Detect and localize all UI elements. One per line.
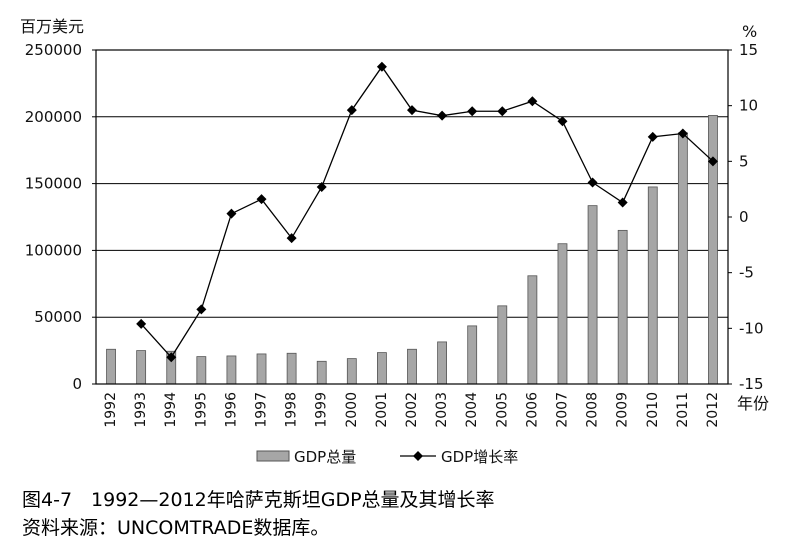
- growth-point: [437, 110, 448, 121]
- growth-point: [256, 194, 267, 205]
- gdp-bar: [407, 348, 417, 385]
- gdp-bar: [617, 229, 628, 385]
- legend-diamond-marker: [413, 451, 423, 461]
- gdp-bar: [647, 186, 658, 385]
- gdp-bar: [346, 358, 357, 385]
- left-tick-label: 200000: [25, 108, 82, 126]
- gdp-bar: [527, 275, 538, 385]
- x-tick-label: 2002: [404, 392, 420, 428]
- x-tick-label: 1993: [133, 392, 149, 428]
- left-axis-ticks: 0 50000 100000 150000 200000 250000: [25, 41, 96, 393]
- x-tick-label: 2007: [554, 392, 570, 428]
- growth-point: [376, 61, 387, 72]
- gdp-bar: [136, 350, 147, 385]
- y-right-unit: %: [742, 22, 757, 41]
- gdp-bars: [106, 115, 718, 385]
- right-tick-label: 10: [739, 97, 758, 115]
- right-tick-label: -15: [739, 375, 764, 393]
- grid-lines: [96, 116, 728, 318]
- x-tick-label: 1999: [314, 392, 330, 428]
- gdp-chart: 百万美元 % 年份 0 50000 100000 150000 200000 250000…: [20, 17, 769, 466]
- left-tick-label: 150000: [25, 175, 82, 193]
- legend-line-label: GDP增长率: [441, 448, 518, 466]
- x-axis-ticks: 1992 1993 1994 1995 1996 1997 1998 1999 2000 2001…: [103, 392, 721, 428]
- gdp-bar: [316, 360, 327, 385]
- x-tick-label: 2009: [615, 392, 631, 428]
- growth-point: [557, 116, 568, 127]
- y-left-unit: 百万美元: [20, 17, 84, 36]
- growth-point: [497, 106, 508, 117]
- growth-point: [707, 156, 718, 167]
- gdp-bar: [677, 132, 688, 385]
- growth-point: [286, 233, 297, 244]
- x-unit: 年份: [737, 394, 769, 413]
- gdp-bar: [557, 243, 568, 385]
- right-tick-label: 5: [739, 152, 749, 170]
- gdp-bar: [497, 305, 508, 385]
- right-tick-label: -5: [739, 264, 754, 282]
- x-tick-label: 2011: [675, 392, 691, 428]
- x-tick-label: 2010: [645, 392, 661, 428]
- x-tick-label: 1996: [223, 392, 239, 428]
- gdp-bar: [226, 355, 237, 385]
- legend-bar-label: GDP总量: [294, 448, 356, 466]
- growth-point: [346, 105, 357, 116]
- x-tick-label: 2003: [434, 392, 450, 428]
- left-tick-label: 100000: [25, 241, 82, 259]
- right-axis-ticks: -15 -10 -5 0 5 10 15: [728, 41, 764, 393]
- gdp-bar: [106, 348, 116, 385]
- figure-caption: 图4-7 1992—2012年哈萨克斯坦GDP总量及其增长率: [22, 489, 495, 511]
- legend-bar-swatch: [256, 450, 290, 462]
- left-tick-label: 50000: [34, 308, 82, 326]
- x-tick-label: 2012: [705, 392, 721, 428]
- left-tick-label: 0: [72, 375, 82, 393]
- right-tick-label: 15: [739, 41, 758, 59]
- gdp-bar: [708, 115, 718, 385]
- x-tick-label: 1994: [163, 392, 179, 428]
- x-tick-label: 2008: [585, 392, 601, 428]
- x-tick-label: 2005: [494, 392, 510, 428]
- legend: GDP总量 GDP增长率: [256, 448, 518, 466]
- figure-source: 资料来源：UNCOMTRADE数据库。: [22, 517, 330, 539]
- right-tick-label: 0: [739, 208, 749, 226]
- gdp-bar: [377, 352, 387, 385]
- growth-point: [467, 106, 478, 117]
- gdp-bar: [467, 325, 478, 385]
- growth-point: [587, 177, 598, 188]
- left-tick-label: 250000: [25, 41, 82, 59]
- right-tick-label: -10: [739, 319, 764, 337]
- x-tick-label: 1995: [193, 392, 209, 428]
- gdp-bar: [286, 352, 297, 385]
- growth-point: [166, 352, 177, 363]
- growth-point: [677, 128, 688, 139]
- gdp-bar: [256, 353, 267, 385]
- x-tick-label: 1998: [284, 392, 300, 428]
- growth-point: [407, 105, 417, 116]
- growth-point: [617, 197, 628, 208]
- x-tick-label: 2000: [344, 392, 360, 428]
- growth-line-path: [140, 65, 714, 359]
- x-tick-label: 1992: [103, 392, 119, 428]
- growth-point: [136, 318, 147, 329]
- x-tick-label: 1997: [254, 392, 270, 428]
- x-tick-label: 2004: [464, 392, 480, 428]
- x-tick-label: 2001: [374, 392, 390, 428]
- gdp-bar: [587, 205, 598, 385]
- gdp-bar: [437, 341, 447, 385]
- growth-point: [196, 304, 207, 315]
- growth-point: [527, 96, 538, 107]
- growth-point: [226, 208, 237, 219]
- gdp-bar: [196, 356, 207, 385]
- x-tick-label: 2006: [524, 392, 540, 428]
- plot-frame: [95, 49, 729, 385]
- growth-point: [316, 181, 327, 192]
- growth-point: [647, 131, 658, 142]
- growth-line: [136, 61, 718, 363]
